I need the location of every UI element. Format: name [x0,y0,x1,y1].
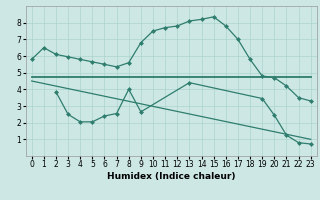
X-axis label: Humidex (Indice chaleur): Humidex (Indice chaleur) [107,172,236,181]
